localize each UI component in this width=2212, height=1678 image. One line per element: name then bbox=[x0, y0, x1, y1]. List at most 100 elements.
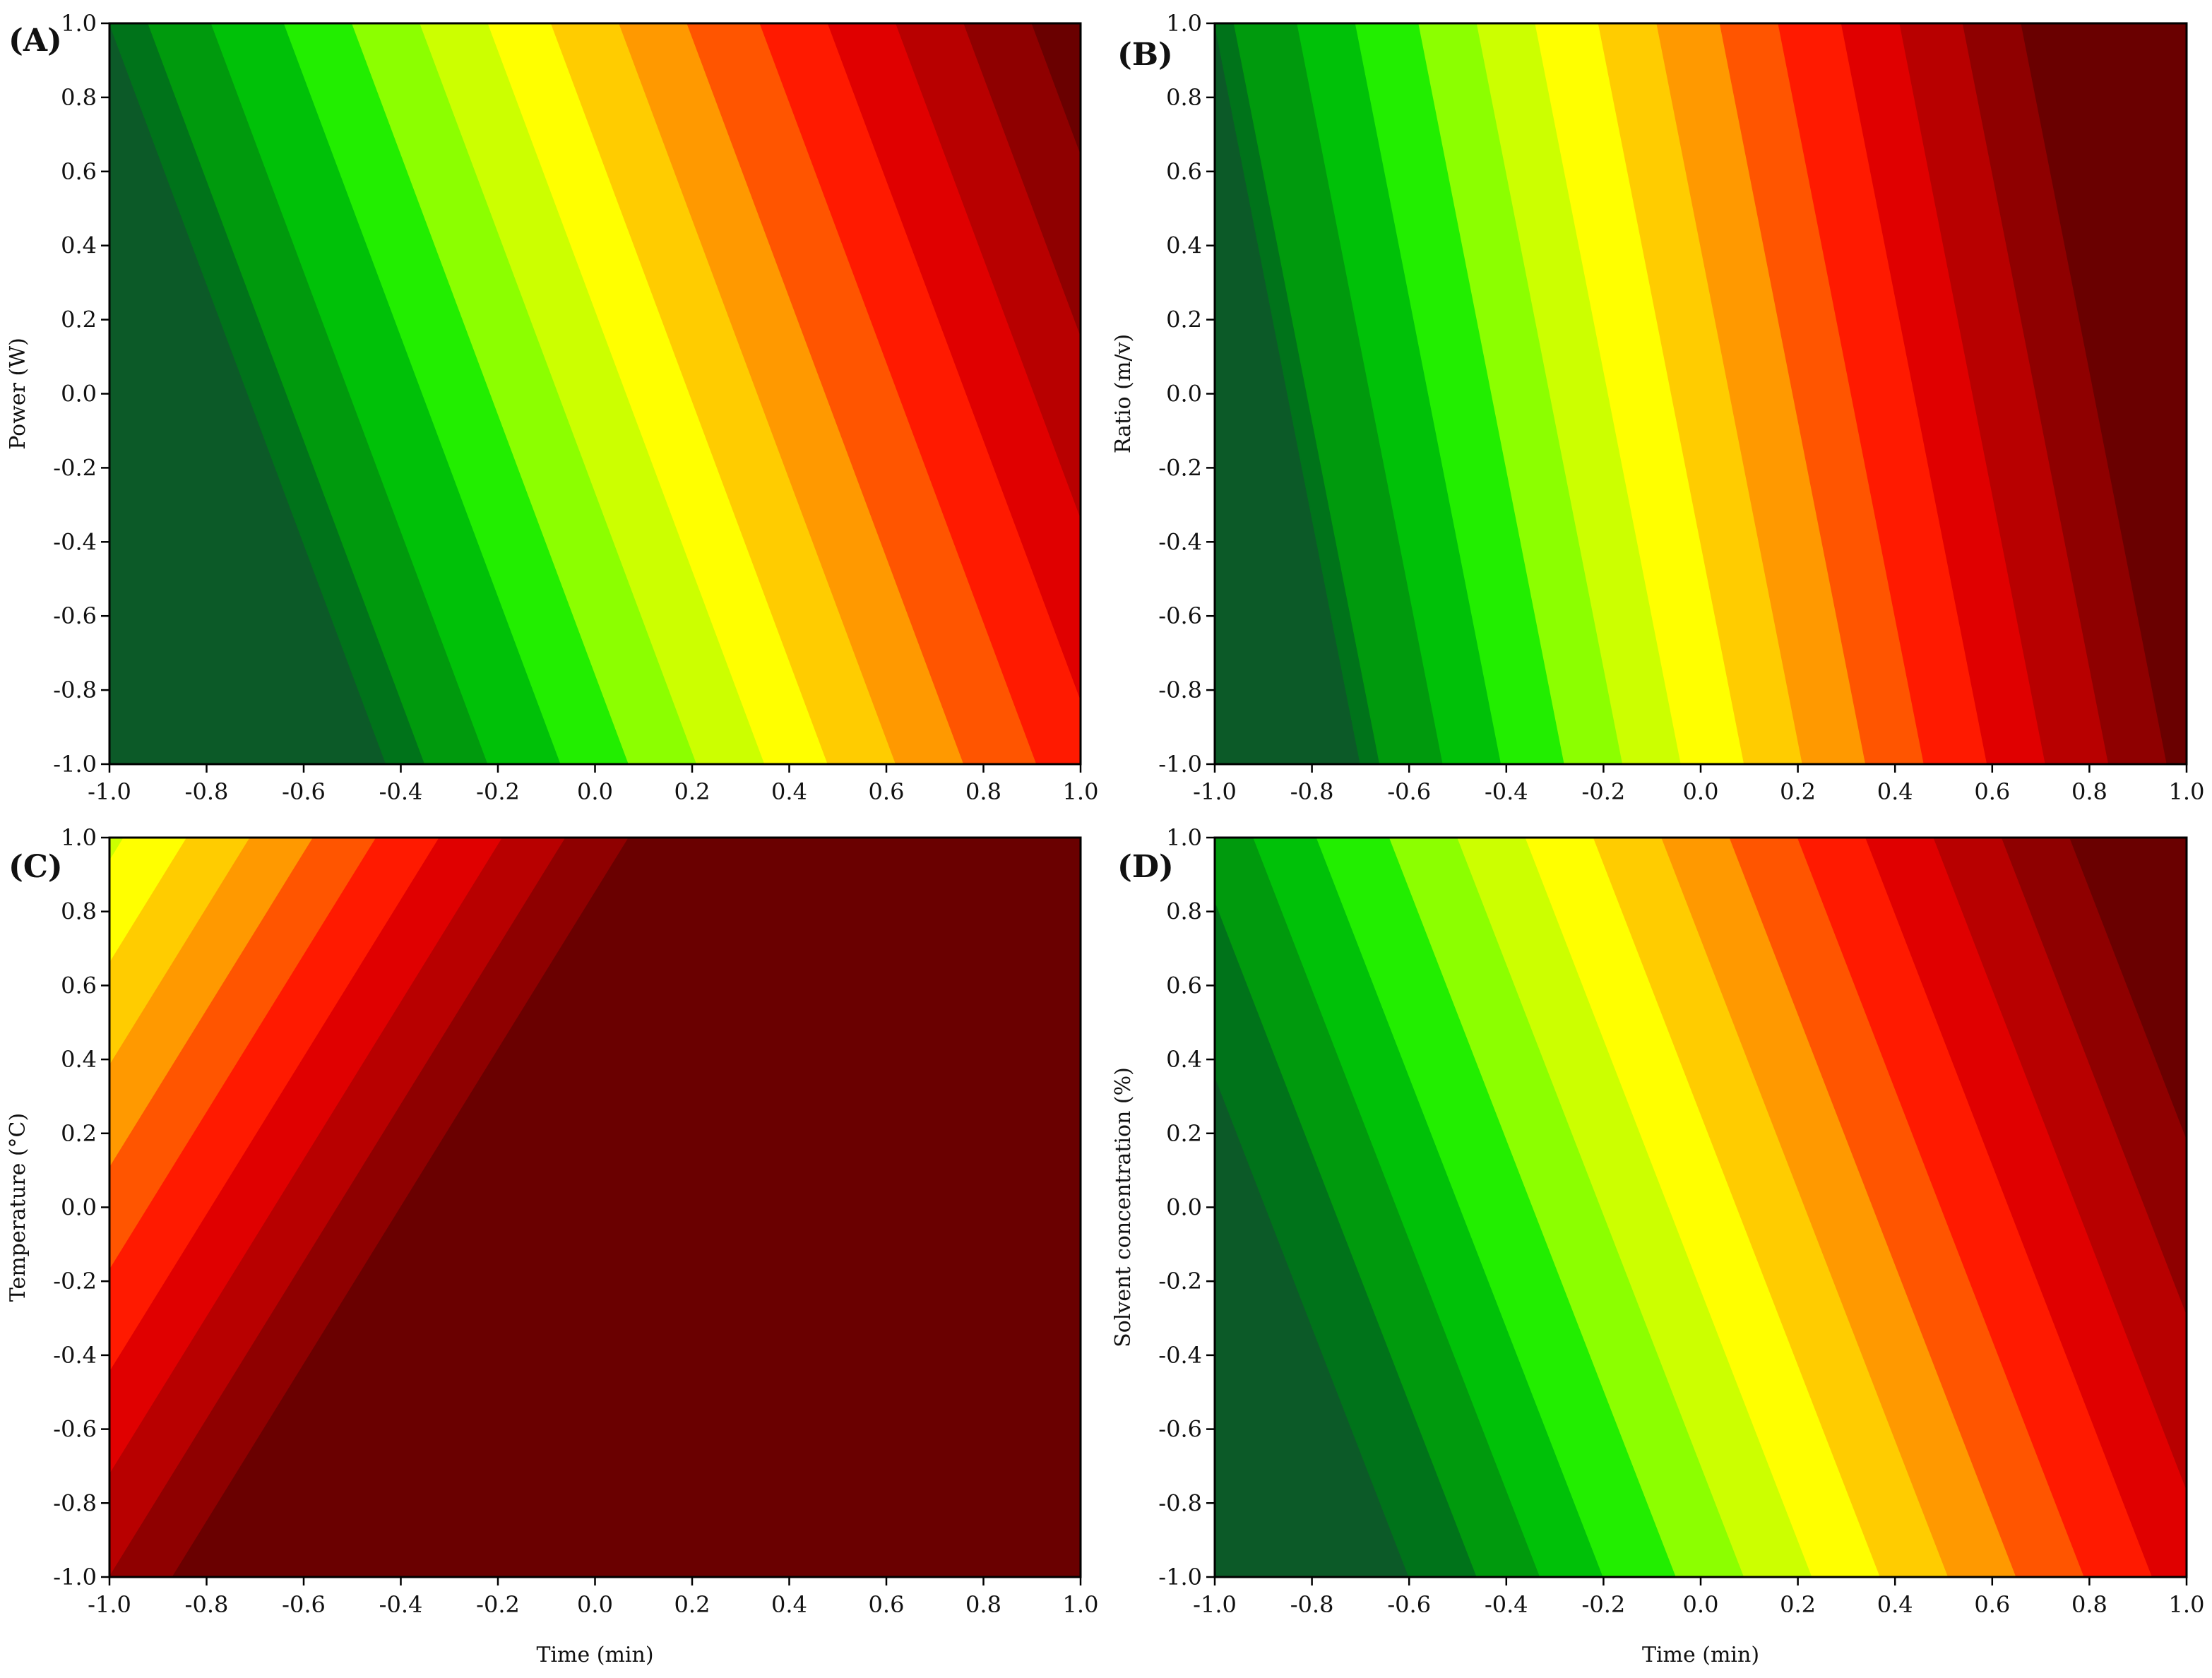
panel-a-contour-band-15 bbox=[963, 23, 1081, 337]
panel-b-contour-band-11 bbox=[1719, 23, 1925, 764]
panel-c-contour-band-16 bbox=[172, 838, 1081, 1577]
panel-b-contour-bands bbox=[1215, 23, 2187, 764]
panel-c-x-tick-label: -0.2 bbox=[476, 1591, 520, 1618]
panel-b-x-tick-label: 0.0 bbox=[1683, 778, 1719, 805]
panel-d-contour-band-8 bbox=[1525, 838, 1881, 1577]
panel-d-contour-band-16 bbox=[2069, 838, 2187, 1140]
panel-d-x-tick-label: 0.0 bbox=[1683, 1591, 1719, 1618]
panel-d-label: (D) bbox=[1117, 849, 1174, 885]
panel-c-y-tick-label: -0.8 bbox=[53, 1489, 97, 1516]
panel-a-x-tick-label: -1.0 bbox=[88, 778, 131, 805]
panel-a-y-tick-label: 0.2 bbox=[61, 307, 97, 333]
panel-a-contour-band-9 bbox=[550, 23, 897, 764]
panel-a-contour-band-11 bbox=[686, 23, 1037, 764]
panel-d-contour-band-11 bbox=[1729, 838, 2086, 1577]
panel-a-y-ticks: 1.0 0.8 0.6 0.4 0.2 0.0 -0.2 -0.4 -0.6 -0.8 -1.0 bbox=[53, 10, 109, 778]
panel-b-x-tick-label: -0.8 bbox=[1290, 778, 1334, 805]
panel-b-x-tick-label: -0.2 bbox=[1582, 778, 1626, 805]
panel-d-y-tick-label: -1.0 bbox=[1158, 1564, 1202, 1590]
panel-c-label: (C) bbox=[8, 849, 63, 885]
panel-c-x-tick-label: 0.8 bbox=[965, 1591, 1001, 1618]
panel-c-y-tick-label: 1.0 bbox=[61, 824, 97, 851]
panel-b-x-tick-label: 1.0 bbox=[2169, 778, 2205, 805]
panel-a-x-tick-label: 0.2 bbox=[674, 778, 710, 805]
panel-b-y-axis-label: Ratio (m/v) bbox=[1111, 334, 1136, 453]
panel-a-y-tick-label: 0.4 bbox=[61, 232, 97, 259]
panel-a-y-tick-label: 1.0 bbox=[61, 10, 97, 37]
panel-b-y-tick-label: -0.2 bbox=[1158, 454, 1202, 481]
panel-c-x-axis-label: Time (min) bbox=[536, 1643, 653, 1667]
panel-d-contour-band-7 bbox=[1457, 838, 1814, 1577]
panel-c-contour-bands bbox=[109, 838, 1081, 1577]
panel-a-y-tick-label: -0.8 bbox=[53, 677, 97, 703]
panel-c-y-axis-label: Temperature (°C) bbox=[6, 1113, 30, 1302]
panel-c-x-tick-label: 0.6 bbox=[869, 1591, 905, 1618]
panel-c-y-tick-label: 0.4 bbox=[61, 1046, 97, 1073]
panel-d-x-tick-label: -0.4 bbox=[1485, 1591, 1528, 1618]
panel-b-contour-band-6 bbox=[1418, 23, 1624, 764]
panel-b-contour-band-2 bbox=[1215, 23, 1381, 764]
panel-d-contour-band-10 bbox=[1661, 838, 2018, 1577]
panel-c-x-tick-label: -0.6 bbox=[282, 1591, 326, 1618]
panel-b-label: (B) bbox=[1117, 37, 1173, 73]
panel-c-y-tick-label: -0.2 bbox=[53, 1268, 97, 1295]
panel-d-contour-bands bbox=[1215, 838, 2187, 1577]
panel-d-contour-band-14 bbox=[1933, 838, 2187, 1491]
panel-b-contour-band-16 bbox=[2021, 23, 2187, 764]
panel-d-contour-band-15 bbox=[2001, 838, 2187, 1316]
panel-b-y-tick-label: 0.0 bbox=[1166, 381, 1202, 407]
panel-b-x-tick-label: 0.6 bbox=[1974, 778, 2010, 805]
panel-c: -1.0 -0.8 -0.6 -0.4 -0.2 0.0 0.2 0.4 0.6 0.8 1.0 1… bbox=[6, 824, 1098, 1667]
panel-c-y-tick-label: -0.6 bbox=[53, 1416, 97, 1443]
panel-c-y-tick-label: 0.2 bbox=[61, 1120, 97, 1147]
panel-b-x-ticks: -1.0 -0.8 -0.6 -0.4 -0.2 0.0 0.2 0.4 0.6 0.8 1.0 bbox=[1193, 764, 2204, 805]
panel-c-y-tick-label: 0.6 bbox=[61, 972, 97, 999]
panel-b-x-tick-label: 0.8 bbox=[2071, 778, 2107, 805]
panel-a-y-tick-label: -1.0 bbox=[53, 751, 97, 778]
panel-c-x-tick-label: 0.4 bbox=[771, 1591, 807, 1618]
panel-b-y-tick-label: 1.0 bbox=[1166, 10, 1202, 37]
panel-d: -1.0 -0.8 -0.6 -0.4 -0.2 0.0 0.2 0.4 0.6 0.8 1.0 1… bbox=[1111, 824, 2204, 1667]
panel-a-x-tick-label: -0.2 bbox=[476, 778, 520, 805]
panel-d-x-tick-label: 0.8 bbox=[2071, 1591, 2107, 1618]
panel-a-contour-band-5 bbox=[283, 23, 630, 764]
panel-d-y-tick-label: 1.0 bbox=[1166, 824, 1202, 851]
panel-a-y-tick-label: 0.0 bbox=[61, 381, 97, 407]
panel-d-contour-band-6 bbox=[1389, 838, 1745, 1577]
panel-a-x-tick-label: -0.4 bbox=[379, 778, 423, 805]
panel-d-x-tick-label: -0.6 bbox=[1387, 1591, 1431, 1618]
panel-a-contour-band-4 bbox=[210, 23, 562, 764]
panel-a-contour-band-10 bbox=[619, 23, 965, 764]
panel-b-contour-band-10 bbox=[1656, 23, 1867, 764]
panel-d-x-ticks: -1.0 -0.8 -0.6 -0.4 -0.2 0.0 0.2 0.4 0.6 0.8 1.0 bbox=[1193, 1577, 2204, 1618]
panel-a-y-tick-label: -0.4 bbox=[53, 528, 97, 555]
panel-b-y-tick-label: 0.4 bbox=[1166, 232, 1202, 259]
panel-c-y-tick-label: 0.0 bbox=[61, 1194, 97, 1221]
panel-a-y-tick-label: -0.2 bbox=[53, 454, 97, 481]
panel-a-x-tick-label: 1.0 bbox=[1063, 778, 1099, 805]
panel-a-x-ticks: -1.0 -0.8 -0.6 -0.4 -0.2 0.0 0.2 0.4 0.6 0.8 1.0 bbox=[88, 764, 1098, 805]
panel-d-x-tick-label: -0.2 bbox=[1582, 1591, 1626, 1618]
panel-d-y-tick-label: -0.6 bbox=[1158, 1416, 1202, 1443]
panel-d-contour-band-13 bbox=[1865, 838, 2187, 1577]
panel-a-contour-band-13 bbox=[827, 23, 1081, 701]
panel-c-x-tick-label: -1.0 bbox=[88, 1591, 131, 1618]
panel-d-x-tick-label: 0.6 bbox=[1974, 1591, 2010, 1618]
panel-a-y-tick-label: 0.8 bbox=[61, 84, 97, 111]
panel-c-x-tick-label: 0.2 bbox=[674, 1591, 710, 1618]
panel-b-x-tick-label: 0.2 bbox=[1780, 778, 1816, 805]
panel-d-x-tick-label: 0.4 bbox=[1877, 1591, 1913, 1618]
panel-a-x-tick-label: -0.6 bbox=[282, 778, 326, 805]
panel-d-x-tick-label: -0.8 bbox=[1290, 1591, 1334, 1618]
panel-d-x-axis-label: Time (min) bbox=[1642, 1643, 1759, 1667]
panel-b-x-tick-label: 0.4 bbox=[1877, 778, 1913, 805]
panel-c-y-tick-label: 0.8 bbox=[61, 898, 97, 925]
panel-b-y-tick-label: -0.4 bbox=[1158, 528, 1202, 555]
panel-d-y-tick-label: 0.4 bbox=[1166, 1046, 1202, 1073]
panel-b-contour-band-3 bbox=[1233, 23, 1444, 764]
panel-b-y-ticks: 1.0 0.8 0.6 0.4 0.2 0.0 -0.2 -0.4 -0.6 -0.8 -1.0 bbox=[1158, 10, 1215, 778]
panel-d-x-tick-label: -1.0 bbox=[1193, 1591, 1237, 1618]
panel-b-y-tick-label: 0.8 bbox=[1166, 84, 1202, 111]
panel-d-y-tick-label: 0.2 bbox=[1166, 1120, 1202, 1147]
panel-c-x-ticks: -1.0 -0.8 -0.6 -0.4 -0.2 0.0 0.2 0.4 0.6 0.8 1.0 bbox=[88, 1577, 1098, 1618]
